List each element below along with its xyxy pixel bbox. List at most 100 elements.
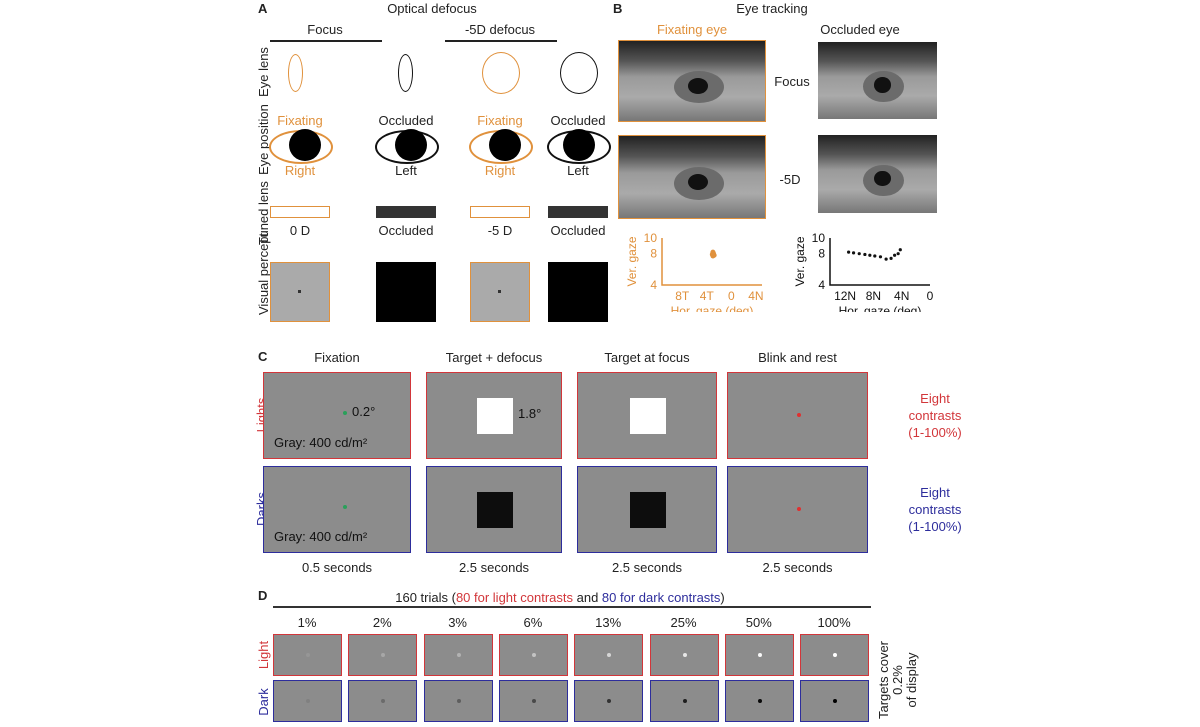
occluded-eye-label: Occluded eye: [820, 22, 900, 37]
fixation-dot: [343, 505, 347, 509]
dark-target-screen: [574, 680, 644, 722]
trial-screen: 1.8°: [426, 372, 562, 459]
gaze-point: [873, 254, 877, 258]
gaze-point: [896, 252, 900, 256]
eye-image-fixating-focus: [618, 40, 766, 122]
column-header: Target + defocus: [445, 350, 543, 365]
contrast-label: 25%: [670, 615, 697, 630]
row-label-light: Light: [256, 640, 271, 670]
column-divider: [270, 40, 382, 42]
eye-outline: [547, 129, 611, 164]
tuned-lens-0d: [270, 206, 330, 218]
eye-side-label: Left: [395, 163, 417, 178]
x-axis-label: Hor. gaze (deg): [839, 304, 922, 312]
pupil: [563, 129, 595, 161]
contrast-note-line: contrasts: [908, 502, 962, 517]
target-dot: [498, 290, 501, 293]
gaze-point: [711, 252, 717, 258]
eye-image-occluded-defocus: [818, 135, 937, 213]
target-square: [477, 398, 513, 434]
percept-occluded: [548, 262, 608, 322]
gaze-point: [893, 253, 897, 257]
contrast-target-dot: [456, 653, 461, 657]
contrast-target-dot: [833, 653, 838, 657]
y-tick-label: 8: [818, 247, 825, 261]
gray-level-label: Gray: 400 cd/m²: [274, 435, 368, 450]
contrast-note-line: Eight: [920, 485, 950, 500]
row-label-defocus: -5D: [779, 172, 801, 187]
rest-dot: [796, 507, 801, 511]
column-focus: Focus: [307, 22, 343, 37]
x-tick-label: 8N: [866, 289, 881, 303]
eye-outline: [269, 129, 333, 164]
x-tick-label: 4N: [894, 289, 909, 303]
contrast-target-dot: [682, 653, 687, 657]
contrast-note-line: (1-100%): [908, 425, 962, 440]
tuned-lens-label: Occluded: [378, 223, 434, 238]
dark-target-screen: [724, 680, 794, 722]
target-dot: [298, 290, 301, 293]
dark-target-screen: [498, 680, 568, 722]
row-label-eye-lens: Eye lens: [256, 47, 271, 97]
tuned-lens-label: Occluded: [550, 223, 606, 238]
target-coverage-note: Targets cover 0.2% of display: [876, 640, 919, 720]
eye-side-label: Right: [284, 163, 316, 178]
duration-label: 2.5 seconds: [611, 560, 683, 575]
tuned-lens-label: -5 D: [487, 223, 513, 238]
contrast-note-line: (1-100%): [908, 519, 962, 534]
y-axis-label: Ver. gaze: [793, 236, 807, 286]
contrast-target-dot: [306, 699, 310, 703]
tuned-lens-occluder: [376, 206, 436, 218]
duration-label: 2.5 seconds: [458, 560, 530, 575]
x-tick-label: 8T: [675, 289, 690, 303]
contrast-target-dot: [306, 653, 310, 657]
eye-status-label: Occluded: [550, 113, 606, 128]
fixation-dot: [343, 411, 347, 415]
gaze-point: [847, 250, 851, 254]
gaze-point: [884, 257, 888, 261]
contrast-target-dot: [381, 653, 386, 657]
x-axis-label: Hor. gaze (deg): [671, 304, 754, 312]
trial-screen: [727, 372, 868, 459]
contrast-target-dot: [456, 699, 461, 703]
defocused-lens-fixating: [482, 52, 520, 94]
pupil: [395, 129, 427, 161]
trial-screen: Gray: 400 cd/m²: [263, 466, 411, 553]
target-square: [477, 492, 513, 528]
light-target-screen: [423, 634, 493, 676]
light-target-screen: [348, 634, 418, 676]
x-tick-label: 4N: [748, 289, 763, 303]
fixation-size-label: 0.2°: [352, 404, 376, 419]
light-target-screen: [273, 634, 342, 676]
dark-target-screen: [649, 680, 719, 722]
y-tick-label: 4: [818, 278, 825, 292]
column-header: Blink and rest: [758, 350, 837, 365]
percept-focus-fixating: [270, 262, 330, 322]
dark-target-screen: [273, 680, 342, 722]
focused-lens-fixating: [288, 54, 303, 92]
gaze-point: [857, 252, 861, 256]
gaze-point: [889, 256, 893, 260]
contrast-target-dot: [531, 699, 536, 703]
target-size-label: 1.8°: [518, 406, 542, 421]
panel-d-title: 160 trials (80 for light contrasts and 8…: [395, 590, 725, 605]
eye-side-label: Right: [484, 163, 516, 178]
panel-b-title: Eye tracking: [736, 1, 808, 16]
target-square: [630, 398, 666, 434]
trial-screen: [426, 466, 562, 553]
contrast-note-line: contrasts: [908, 408, 962, 423]
eye-status-label: Fixating: [477, 113, 523, 128]
gaze-point: [898, 248, 902, 252]
contrast-label: 100%: [817, 615, 851, 630]
x-tick-label: 0: [728, 289, 735, 303]
trial-screen: [727, 466, 868, 553]
gaze-point: [868, 253, 872, 257]
eye-image-fixating-defocus: [618, 135, 766, 219]
trial-screen: 0.2° Gray: 400 cd/m²: [263, 372, 411, 459]
chart-axes: [661, 238, 762, 286]
eye-status-label: Fixating: [277, 113, 323, 128]
panel-a-letter: A: [258, 1, 268, 16]
trial-screen: [577, 466, 717, 553]
